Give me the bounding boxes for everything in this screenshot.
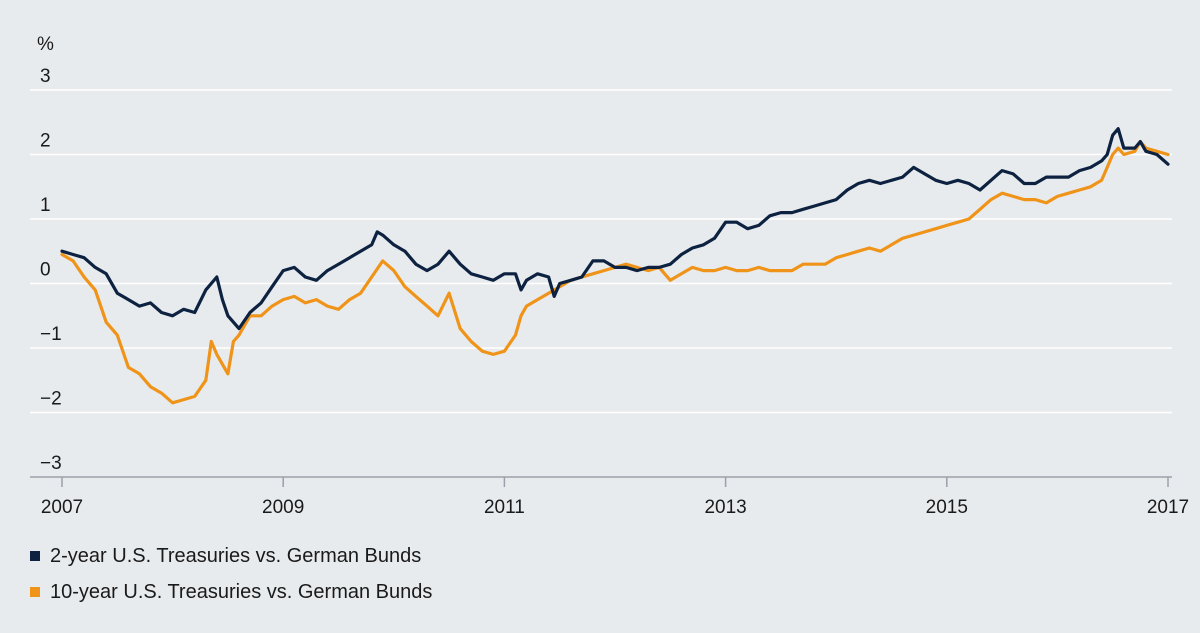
legend-item-2-year: 2-year U.S. Treasuries vs. German Bunds: [30, 538, 432, 574]
legend-label-10-year: 10-year U.S. Treasuries vs. German Bunds: [50, 581, 433, 603]
y-tick-label: 0: [40, 260, 51, 281]
y-axis-unit-label: %: [37, 34, 54, 55]
y-axis-ticks: 3 2 1 0 −1 −2 −3: [40, 66, 62, 474]
y-tick-label: 2: [40, 131, 51, 152]
y-tick-label: 3: [40, 66, 51, 87]
gridlines: [30, 89, 1172, 414]
x-tick-label: 2015: [926, 497, 968, 518]
y-tick-label: −2: [40, 389, 62, 410]
x-tick-label: 2011: [484, 497, 525, 518]
legend-swatch-10-year: [30, 587, 40, 597]
x-tick-label: 2017: [1147, 497, 1189, 518]
x-axis: 2007 2009 2011 2013 2015 2017: [30, 476, 1189, 518]
legend-swatch-2-year: [30, 551, 40, 561]
line-chart: % 3 2 1 0 −1 −2 −3 2007 2009 2011 2013 2015 2017: [30, 34, 1189, 518]
y-tick-label: −1: [40, 324, 62, 345]
y-tick-label: −3: [40, 453, 62, 474]
x-tick-label: 2009: [262, 497, 304, 518]
x-tick-label: 2007: [41, 497, 83, 518]
legend-label-2-year: 2-year U.S. Treasuries vs. German Bunds: [50, 545, 422, 567]
series-line-10-year: [60, 140, 1170, 405]
legend: 2-year U.S. Treasuries vs. German Bunds …: [30, 538, 432, 610]
y-tick-label: 1: [40, 195, 51, 216]
x-tick-label: 2013: [704, 497, 746, 518]
legend-item-10-year: 10-year U.S. Treasuries vs. German Bunds: [30, 574, 432, 610]
series-lines: [60, 127, 1170, 405]
series-line-2-year: [60, 127, 1170, 331]
